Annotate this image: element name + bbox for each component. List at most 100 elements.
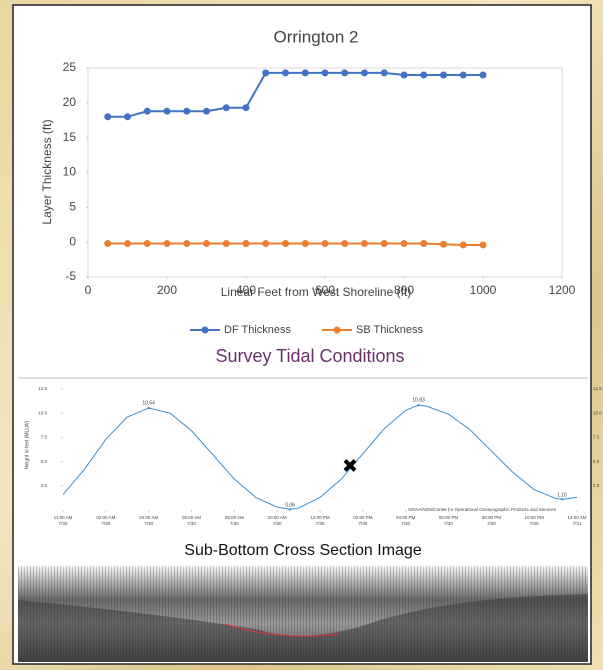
- point: [341, 240, 348, 247]
- point: [124, 113, 131, 120]
- y-tick-label: 2.5: [41, 483, 48, 488]
- panel: [13, 5, 591, 664]
- y2-tick-label: 2.5: [593, 483, 600, 488]
- x-tick-date: 7/30: [487, 521, 496, 526]
- x-tick-label: 02:00 AM: [96, 515, 115, 520]
- y-tick-label: 5: [69, 200, 76, 214]
- x-tick-label: 800: [394, 283, 414, 297]
- x-tick-label: 0: [85, 283, 92, 297]
- x-tick-date: 7/30: [230, 521, 239, 526]
- point: [302, 240, 309, 247]
- x-tick-date: 7/30: [401, 521, 410, 526]
- x-tick-label: 400: [236, 283, 256, 297]
- point: [302, 69, 309, 76]
- y-tick-label: 0: [69, 234, 76, 248]
- point: [381, 69, 388, 76]
- point: [223, 240, 230, 247]
- point: [104, 240, 111, 247]
- point: [262, 69, 269, 76]
- x-tick-date: 7/30: [101, 521, 110, 526]
- x-tick-label: 04:00 PM: [396, 515, 416, 520]
- figure: Orrington 2 Linear Feet from West Shorel…: [0, 0, 603, 670]
- point: [164, 240, 171, 247]
- x-tick-date: 7/30: [59, 521, 68, 526]
- point: [341, 69, 348, 76]
- image-title: Sub-Bottom Cross Section Image: [184, 542, 422, 559]
- point: [223, 104, 230, 111]
- peak-dot: [147, 407, 149, 409]
- x-tick-label: 12:00 PM: [310, 515, 330, 520]
- x-tick-label: 10:00 PM: [525, 515, 545, 520]
- x-tick-label: 1000: [470, 283, 497, 297]
- legend-label: SB Thickness: [356, 324, 424, 336]
- y2-tick-label: 10.0: [593, 410, 602, 415]
- y-tick-label: 20: [63, 95, 77, 109]
- peak-label: 10.83: [412, 397, 425, 403]
- x-tick-label: 200: [157, 283, 177, 297]
- peak-label: 0.06: [285, 503, 295, 509]
- x-tick-label: 10:00 AM: [268, 515, 287, 520]
- point: [480, 241, 487, 248]
- y2-tick-label: 5.0: [593, 459, 600, 464]
- point: [420, 71, 427, 78]
- y-tick-label: 10: [63, 165, 77, 179]
- x-tick-label: 08:00 PM: [482, 515, 502, 520]
- y-tick-label: 25: [63, 60, 77, 74]
- x-tick-date: 7/30: [316, 521, 325, 526]
- y2-tick-label: 12.5: [593, 386, 602, 391]
- x-tick-label: 06:00 AM: [182, 515, 201, 520]
- point: [460, 71, 467, 78]
- point: [322, 69, 329, 76]
- x-tick-date: 7/30: [144, 521, 153, 526]
- point: [381, 240, 388, 247]
- x-tick-date: 7/30: [187, 521, 196, 526]
- y-tick-label: 7.5: [41, 435, 48, 440]
- point: [203, 108, 210, 115]
- x-tick-label: 1200: [549, 283, 576, 297]
- y-tick-label: 12.5: [38, 386, 47, 391]
- y-tick-label: -5: [65, 269, 76, 283]
- y-tick-label: 5.0: [41, 459, 48, 464]
- chart-title: Survey Tidal Conditions: [215, 346, 404, 366]
- point: [144, 108, 151, 115]
- point: [401, 71, 408, 78]
- x-tick-label: 04:00 AM: [139, 515, 158, 520]
- peak-label: 10.54: [142, 400, 155, 406]
- point: [243, 104, 250, 111]
- point: [124, 240, 131, 247]
- point: [183, 240, 190, 247]
- point: [164, 108, 171, 115]
- point: [243, 240, 250, 247]
- point: [282, 69, 289, 76]
- point: [262, 240, 269, 247]
- point: [144, 240, 151, 247]
- point: [361, 69, 368, 76]
- x-tick-label: 600: [315, 283, 335, 297]
- point: [420, 240, 427, 247]
- x-tick-date: 7/30: [273, 521, 282, 526]
- x-tick-date: 7/30: [358, 521, 367, 526]
- x-tick-label: 08:00 AM: [225, 515, 244, 520]
- chart-title: Orrington 2: [273, 27, 358, 46]
- y-tick-label: 10.0: [38, 410, 47, 415]
- point: [104, 113, 111, 120]
- legend-swatch: [202, 327, 209, 334]
- x-tick-label: 12:00 AM: [567, 515, 586, 520]
- peak-label: 1.10: [557, 493, 567, 499]
- y2-tick-label: 7.5: [593, 435, 600, 440]
- x-tick-date: 7/30: [530, 521, 539, 526]
- x-tick-date: 7/30: [444, 521, 453, 526]
- x-tick-label: 11:00 AM: [54, 515, 73, 520]
- legend-label: DF Thickness: [224, 324, 292, 336]
- sonar-image: [18, 566, 588, 662]
- point: [401, 240, 408, 247]
- point: [440, 241, 447, 248]
- legend-swatch: [334, 327, 341, 334]
- y-axis-label: Height in feet (MLLW): [24, 421, 30, 470]
- point: [282, 240, 289, 247]
- point: [203, 240, 210, 247]
- point: [480, 71, 487, 78]
- point: [322, 240, 329, 247]
- x-tick-label: 06:00 PM: [439, 515, 459, 520]
- x-tick-date: 7/31: [573, 521, 582, 526]
